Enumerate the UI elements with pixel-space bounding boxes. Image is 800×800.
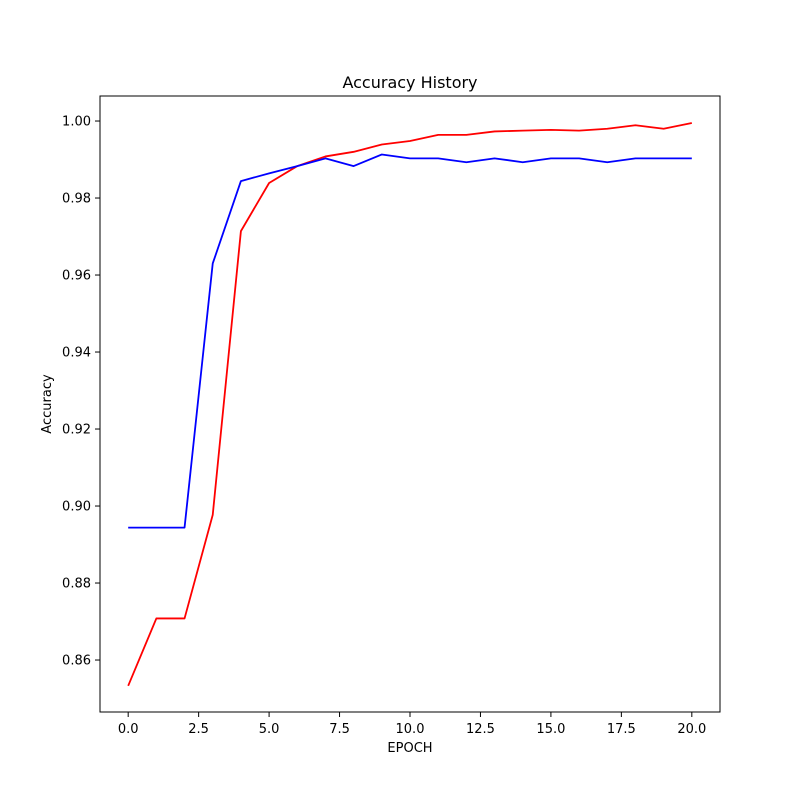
x-tick-label: 15.0 [536,722,565,737]
x-tick-label: 20.0 [677,722,706,737]
x-tick-label: 10.0 [396,722,425,737]
y-tick-label: 0.94 [62,346,91,361]
x-axis-ticks: 0.0 2.5 5.0 7.5 10.0 12.5 15.0 17.5 20.0 [118,712,706,737]
x-tick-label: 2.5 [188,722,209,737]
series-layer [127,122,693,687]
x-tick-label: 5.0 [259,722,280,737]
x-tick-label: 7.5 [329,722,350,737]
x-tick-label: 0.0 [118,722,139,737]
chart-title: Accuracy History [342,73,477,92]
y-tick-label: 0.98 [62,192,91,207]
x-axis-title: EPOCH [387,741,432,756]
y-tick-label: 0.86 [62,654,91,669]
series-line-1 [127,122,693,687]
x-tick-label: 12.5 [466,722,495,737]
series-line-2 [128,153,692,529]
y-axis-title: Accuracy [40,374,55,434]
y-tick-label: 1.00 [62,115,91,130]
plot-frame [99,95,721,713]
y-tick-label: 0.90 [62,500,91,515]
y-tick-label: 0.92 [62,423,91,438]
y-axis-ticks: 0.86 0.88 0.90 0.92 0.94 0.96 0.98 1.00 [62,115,100,669]
y-tick-label: 0.96 [62,269,91,284]
y-tick-label: 0.88 [62,577,91,592]
x-tick-label: 17.5 [607,722,636,737]
